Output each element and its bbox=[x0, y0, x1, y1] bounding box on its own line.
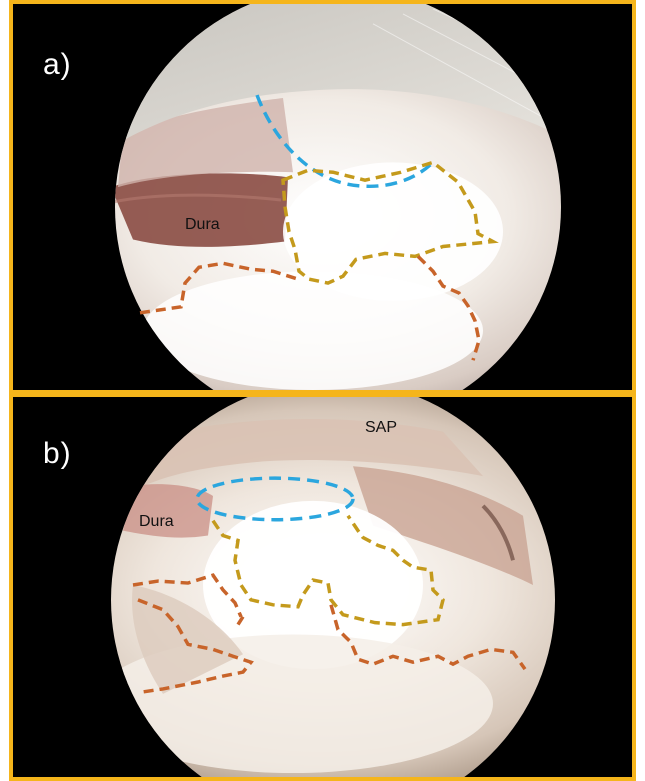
orange-outline-b-left bbox=[137, 598, 254, 694]
dura-label-a: Dura bbox=[185, 216, 220, 233]
orange-outline-b-right bbox=[329, 604, 527, 671]
dura-label-b: Dura bbox=[139, 513, 174, 530]
orange-outline-a bbox=[139, 255, 481, 361]
panel-a: a) Dura bbox=[9, 0, 636, 394]
blue-outline-a bbox=[255, 94, 435, 188]
orange-outline-b-top bbox=[132, 573, 245, 626]
panel-letter-a: a) bbox=[43, 48, 72, 81]
sap-label-b: SAP bbox=[365, 419, 398, 436]
panel-b: b) Dura SAP bbox=[9, 394, 636, 781]
endoscopic-view-a bbox=[115, 4, 561, 390]
endoscopic-view-b bbox=[111, 397, 555, 777]
gold-outline-a bbox=[281, 160, 499, 285]
blue-outline-b bbox=[195, 476, 355, 522]
panel-letter-b: b) bbox=[43, 437, 72, 470]
gold-outline-b bbox=[211, 514, 445, 627]
